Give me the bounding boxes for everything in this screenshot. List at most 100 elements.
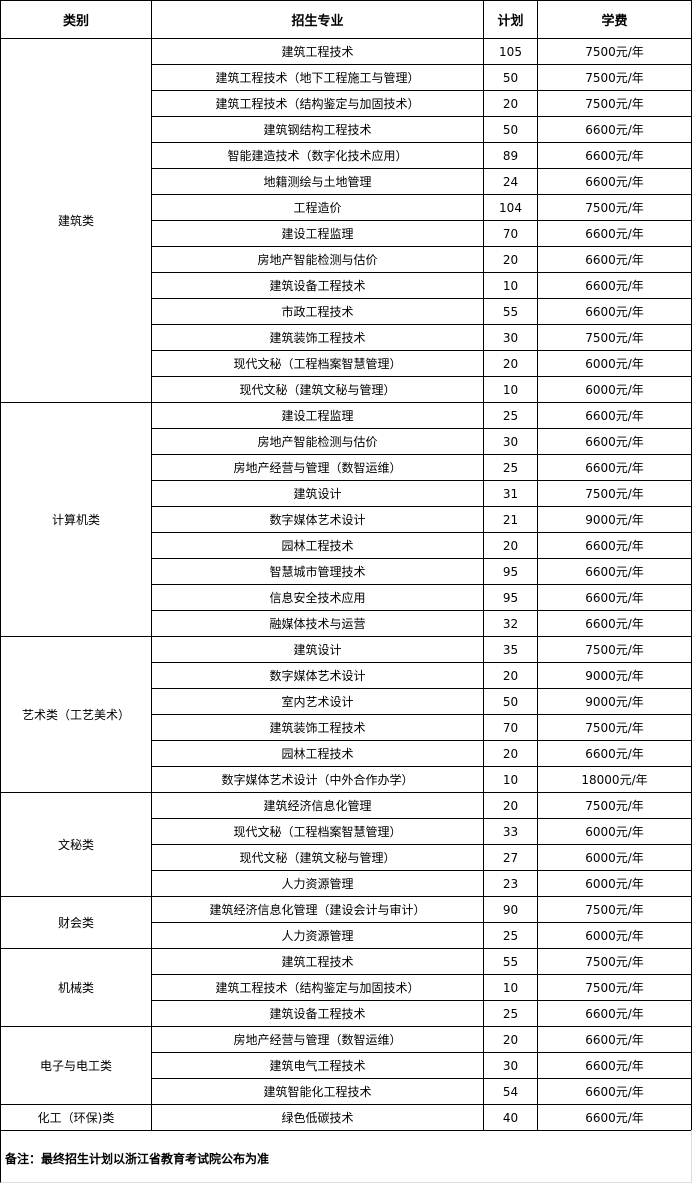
tuition-cell: 6000元/年 bbox=[537, 350, 692, 377]
plan-cell: 32 bbox=[483, 610, 538, 637]
major-cell: 房地产经营与管理（数智运维） bbox=[151, 454, 484, 481]
major-cell: 建筑设备工程技术 bbox=[151, 272, 484, 299]
major-cell: 建筑经济信息化管理 bbox=[151, 792, 484, 819]
major-cell: 室内艺术设计 bbox=[151, 688, 484, 715]
plan-cell: 21 bbox=[483, 506, 538, 533]
table-row: 财会类 建筑经济信息化管理（建设会计与审计） 90 7500元/年 bbox=[0, 896, 692, 949]
table-row: 机械类 建筑工程技术 55 7500元/年 bbox=[0, 948, 692, 1027]
table-row: 艺术类（工艺美术） 建筑设计 35 7500元/年 bbox=[0, 636, 692, 793]
tuition-cell: 7500元/年 bbox=[537, 90, 692, 117]
tuition-cell: 6600元/年 bbox=[537, 1000, 692, 1027]
header-tuition: 学费 bbox=[537, 0, 692, 39]
tuition-cell: 6600元/年 bbox=[537, 220, 692, 247]
table-row: 房地产智能检测与估价 20 6600元/年 bbox=[1, 246, 692, 273]
major-cell: 地籍测绘与土地管理 bbox=[151, 168, 484, 195]
table-row: 建筑设备工程技术 25 6600元/年 bbox=[1, 1000, 692, 1027]
major-cell: 建筑电气工程技术 bbox=[151, 1052, 484, 1079]
tuition-cell: 7500元/年 bbox=[537, 324, 692, 351]
major-cell: 数字媒体艺术设计 bbox=[151, 506, 484, 533]
table-row: 文秘类 建筑经济信息化管理 20 7500元/年 bbox=[0, 792, 692, 897]
major-cell: 工程造价 bbox=[151, 194, 484, 221]
category-cell: 机械类 bbox=[0, 948, 152, 1027]
table-row: 建筑工程技术（结构鉴定与加固技术） 20 7500元/年 bbox=[1, 90, 692, 117]
plan-cell: 50 bbox=[483, 64, 538, 91]
tuition-cell: 6600元/年 bbox=[537, 272, 692, 299]
plan-cell: 31 bbox=[483, 480, 538, 507]
plan-cell: 27 bbox=[483, 844, 538, 871]
plan-cell: 10 bbox=[483, 272, 538, 299]
plan-cell: 25 bbox=[483, 922, 538, 949]
major-cell: 数字媒体艺术设计（中外合作办学） bbox=[151, 766, 484, 793]
tuition-cell: 7500元/年 bbox=[537, 64, 692, 91]
tuition-cell: 6600元/年 bbox=[537, 1026, 692, 1053]
plan-cell: 40 bbox=[483, 1104, 538, 1131]
major-cell: 现代文秘（工程档案智慧管理） bbox=[151, 350, 484, 377]
table-row: 建筑电气工程技术 30 6600元/年 bbox=[1, 1052, 692, 1079]
plan-cell: 20 bbox=[483, 350, 538, 377]
major-cell: 智慧城市管理技术 bbox=[151, 558, 484, 585]
major-cell: 建筑工程技术（结构鉴定与加固技术） bbox=[151, 90, 484, 117]
table-body: 建筑类 建筑工程技术 105 7500元/年 建筑工程技术（地下工程施工与管理） 50 75… bbox=[0, 38, 692, 1131]
plan-cell: 20 bbox=[483, 740, 538, 767]
plan-cell: 25 bbox=[483, 454, 538, 481]
plan-cell: 55 bbox=[483, 298, 538, 325]
major-cell: 建筑工程技术（结构鉴定与加固技术） bbox=[151, 974, 484, 1001]
table-row: 室内艺术设计 50 9000元/年 bbox=[1, 688, 692, 715]
plan-cell: 54 bbox=[483, 1078, 538, 1105]
plan-cell: 55 bbox=[483, 948, 538, 975]
major-cell: 建筑工程技术（地下工程施工与管理） bbox=[151, 64, 484, 91]
table-row: 建筑设计 31 7500元/年 bbox=[1, 480, 692, 507]
header-category: 类别 bbox=[0, 0, 152, 39]
plan-cell: 10 bbox=[483, 766, 538, 793]
plan-cell: 10 bbox=[483, 974, 538, 1001]
note-box: 备注：最终招生计划以浙江省教育考试院公布为准 bbox=[0, 1130, 692, 1183]
major-cell: 人力资源管理 bbox=[151, 870, 484, 897]
major-cell: 建筑智能化工程技术 bbox=[151, 1078, 484, 1105]
tuition-cell: 9000元/年 bbox=[537, 662, 692, 689]
plan-cell: 50 bbox=[483, 116, 538, 143]
table-row: 数字媒体艺术设计（中外合作办学） 10 18000元/年 bbox=[1, 766, 692, 793]
tuition-cell: 6600元/年 bbox=[537, 402, 692, 429]
plan-cell: 24 bbox=[483, 168, 538, 195]
major-cell: 现代文秘（建筑文秘与管理） bbox=[151, 376, 484, 403]
major-cell: 园林工程技术 bbox=[151, 740, 484, 767]
plan-cell: 20 bbox=[483, 90, 538, 117]
major-cell: 数字媒体艺术设计 bbox=[151, 662, 484, 689]
tuition-cell: 6600元/年 bbox=[537, 610, 692, 637]
major-cell: 建筑设计 bbox=[151, 636, 484, 663]
table-row: 建筑装饰工程技术 30 7500元/年 bbox=[1, 324, 692, 351]
category-cell: 艺术类（工艺美术） bbox=[0, 636, 152, 793]
note-text: 备注：最终招生计划以浙江省教育考试院公布为准 bbox=[5, 1152, 270, 1166]
table-row: 建筑设备工程技术 10 6600元/年 bbox=[1, 272, 692, 299]
plan-cell: 20 bbox=[483, 246, 538, 273]
tuition-cell: 7500元/年 bbox=[537, 636, 692, 663]
table-row: 房地产经营与管理（数智运维） 25 6600元/年 bbox=[1, 454, 692, 481]
tuition-cell: 6000元/年 bbox=[537, 922, 692, 949]
plan-cell: 23 bbox=[483, 870, 538, 897]
plan-cell: 70 bbox=[483, 714, 538, 741]
category-cell: 化工（环保)类 bbox=[0, 1104, 152, 1131]
plan-cell: 20 bbox=[483, 1026, 538, 1053]
tuition-cell: 7500元/年 bbox=[537, 714, 692, 741]
major-cell: 建设工程监理 bbox=[151, 220, 484, 247]
major-cell: 市政工程技术 bbox=[151, 298, 484, 325]
major-cell: 房地产智能检测与估价 bbox=[151, 246, 484, 273]
tuition-cell: 6600元/年 bbox=[537, 740, 692, 767]
plan-cell: 90 bbox=[483, 896, 538, 923]
category-cell: 电子与电工类 bbox=[0, 1026, 152, 1105]
tuition-cell: 6000元/年 bbox=[537, 844, 692, 871]
tuition-cell: 7500元/年 bbox=[537, 974, 692, 1001]
enrollment-table: 类别 招生专业 计划 学费 建筑类 建筑工程技术 105 7500元/年 建筑工程技术（… bbox=[0, 0, 692, 1131]
major-cell: 现代文秘（工程档案智慧管理） bbox=[151, 818, 484, 845]
major-cell: 房地产智能检测与估价 bbox=[151, 428, 484, 455]
major-cell: 建设工程监理 bbox=[151, 402, 484, 429]
tuition-cell: 7500元/年 bbox=[537, 38, 692, 65]
tuition-cell: 18000元/年 bbox=[537, 766, 692, 793]
tuition-cell: 6600元/年 bbox=[537, 116, 692, 143]
header-row: 类别 招生专业 计划 学费 bbox=[0, 0, 692, 39]
tuition-cell: 6600元/年 bbox=[537, 454, 692, 481]
major-cell: 建筑工程技术 bbox=[151, 38, 484, 65]
table-row: 地籍测绘与土地管理 24 6600元/年 bbox=[1, 168, 692, 195]
major-cell: 建筑装饰工程技术 bbox=[151, 324, 484, 351]
tuition-cell: 7500元/年 bbox=[537, 194, 692, 221]
